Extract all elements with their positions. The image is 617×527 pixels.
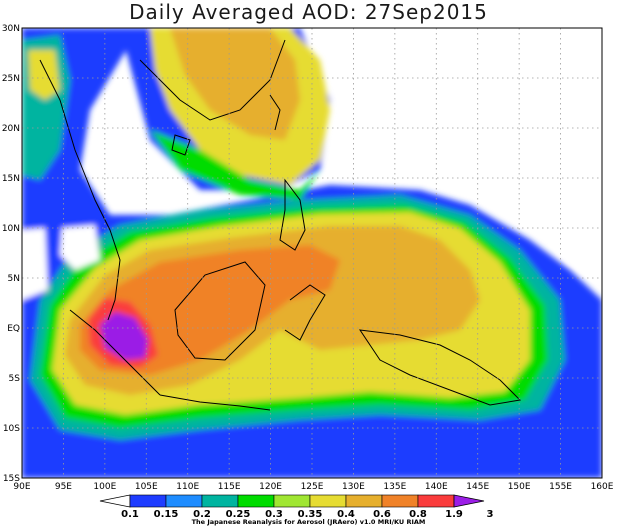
aod-contour-3	[100, 312, 148, 360]
colorbar-label: 0.3	[265, 509, 283, 520]
colorbar-swatch	[381, 494, 419, 508]
lon-label: 105E	[135, 482, 158, 492]
lon-label: 130E	[342, 482, 365, 492]
coast-new-guinea	[358, 329, 522, 406]
colorbar	[99, 494, 485, 508]
coast-borneo	[174, 261, 266, 361]
coast-mainland-china	[139, 39, 286, 121]
colorbar-label: 0.25	[226, 509, 251, 520]
lon-label: 145E	[466, 482, 489, 492]
colorbar-label: 3	[487, 509, 494, 520]
lon-label: 115E	[218, 482, 241, 492]
colorbar-label: 0.15	[154, 509, 179, 520]
lat-label: 20N	[2, 124, 20, 134]
aod-plume-north-green	[150, 130, 320, 200]
lon-label: 150E	[508, 482, 531, 492]
colorbar-label: 0.4	[337, 509, 355, 520]
lat-label: EQ	[7, 324, 20, 334]
lat-label: 5S	[9, 374, 21, 384]
map-frame	[21, 27, 603, 479]
colorbar-arrow-low	[99, 494, 131, 508]
coast-java	[159, 394, 271, 411]
coast-philippines	[279, 178, 306, 251]
lon-label: 110E	[176, 482, 199, 492]
aod-patch-west-yellow	[28, 50, 60, 100]
colorbar-swatch	[237, 494, 275, 508]
lat-label: 30N	[2, 24, 20, 34]
lon-label: 135E	[383, 482, 406, 492]
colorbar-arrow-high	[453, 494, 485, 508]
colorbar-swatch	[309, 494, 347, 508]
colorbar-label: 0.6	[373, 509, 391, 520]
lat-label: 15N	[2, 174, 20, 184]
lat-label: 10N	[2, 224, 20, 234]
colorbar-label: 0.35	[298, 509, 323, 520]
colorbar-labels: 0.1 0.15 0.2 0.25 0.3 0.35 0.4 0.6 0.8 1.9 3	[121, 509, 493, 520]
colorbar-label: 0.8	[409, 509, 427, 520]
lon-axis-labels: 90E 95E 100E 105E 110E 115E 120E 125E 130E 135E 14…	[13, 482, 613, 492]
lat-label: 10S	[3, 424, 20, 434]
coastlines	[39, 39, 522, 411]
lon-label: 140E	[425, 482, 448, 492]
lon-label: 100E	[93, 482, 116, 492]
colorbar-label: 1.9	[445, 509, 463, 520]
lat-axis-labels: 30N 25N 20N 15N 10N 5N EQ 5S 10S 15S	[2, 24, 20, 484]
colorbar-label: 0.2	[193, 509, 211, 520]
lon-label: 125E	[301, 482, 324, 492]
lon-label: 90E	[13, 482, 30, 492]
gridlines	[22, 28, 602, 478]
coast-indochina	[39, 59, 121, 321]
colorbar-swatch	[201, 494, 239, 508]
lat-label: 5N	[8, 274, 20, 284]
colorbar-swatch	[273, 494, 311, 508]
coast-sumatra	[69, 309, 161, 396]
colorbar-swatch	[165, 494, 203, 508]
lat-label: 25N	[2, 74, 20, 84]
colorbar-swatch	[129, 494, 167, 508]
colorbar-swatch	[417, 494, 455, 508]
colorbar-swatch	[345, 494, 383, 508]
map-title: Daily Averaged AOD: 27Sep2015	[129, 0, 488, 24]
aod-gap-4	[22, 228, 48, 300]
lon-label: 120E	[259, 482, 282, 492]
colorbar-label: 0.1	[121, 509, 139, 520]
lat-label: 15S	[3, 474, 20, 484]
lon-label: 155E	[549, 482, 572, 492]
lon-label: 160E	[591, 482, 614, 492]
coast-hainan	[171, 134, 191, 156]
aod-gap-2	[470, 28, 602, 280]
aod-gap-1	[60, 225, 100, 270]
lon-label: 95E	[55, 482, 72, 492]
coast-sulawesi	[284, 284, 326, 341]
aod-gap-3	[340, 28, 475, 170]
credit-text: The Japanese Reanalysis for Aerosol (JRA…	[191, 518, 426, 526]
coast-taiwan	[269, 94, 281, 131]
aod-plume-north-orange	[170, 28, 300, 140]
